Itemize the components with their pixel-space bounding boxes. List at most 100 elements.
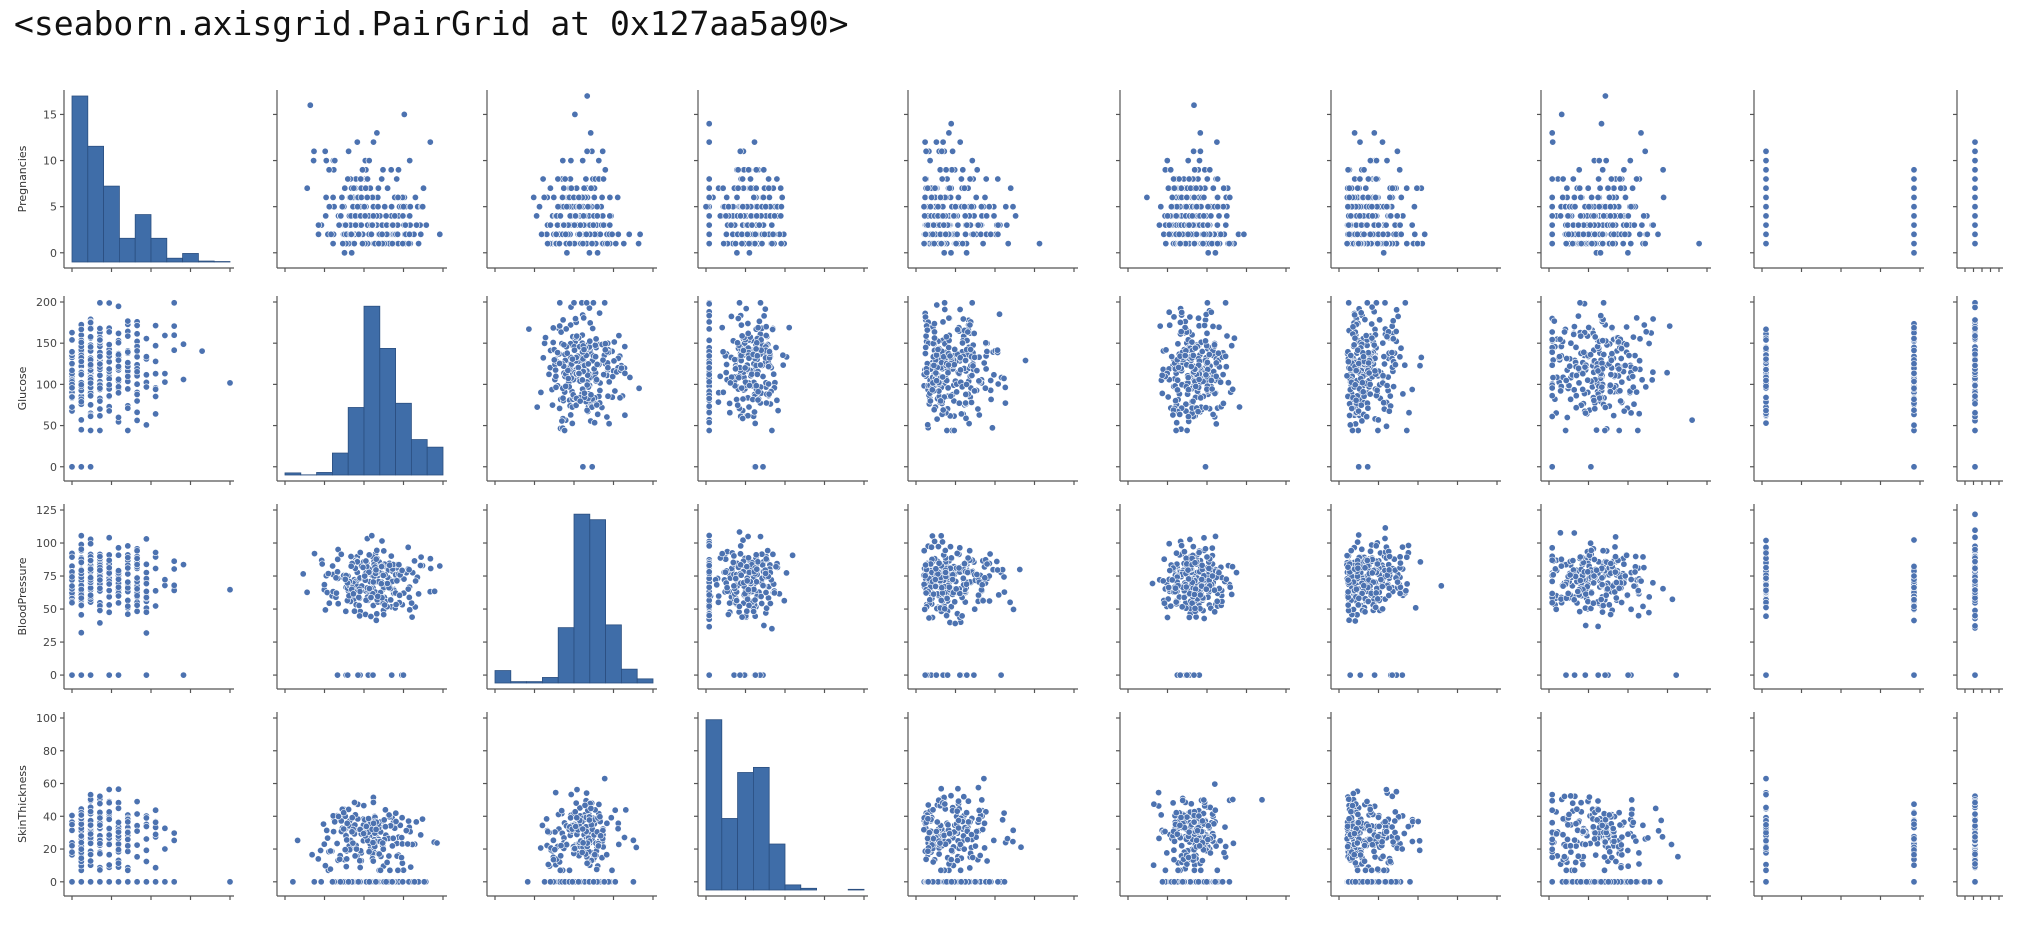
scatter-point — [981, 384, 989, 392]
scatter-point — [705, 212, 713, 220]
scatter-point — [142, 371, 150, 379]
scatter-point — [764, 363, 772, 371]
scatter-point — [1633, 388, 1641, 396]
scatter-point — [967, 345, 975, 353]
scatter-point — [1606, 381, 1614, 389]
scatter-point — [746, 175, 754, 183]
scatter-point — [1391, 361, 1399, 369]
row-label-glucose: Glucose — [16, 366, 29, 410]
scatter-point — [325, 203, 333, 211]
scatter-point — [1344, 166, 1352, 174]
scatter-point — [1971, 230, 1979, 238]
scatter-point — [990, 371, 998, 379]
scatter-point — [408, 599, 416, 607]
scatter-point — [1162, 346, 1170, 354]
histogram-bar — [589, 519, 606, 684]
scatter-point — [960, 184, 968, 192]
scatter-point — [1175, 230, 1183, 238]
scatter-point — [152, 392, 160, 400]
scatter-point — [755, 221, 763, 229]
scatter-point — [1219, 399, 1227, 407]
scatter-point — [983, 347, 991, 355]
scatter-point — [959, 240, 967, 248]
scatter-point — [1971, 350, 1979, 358]
scatter-point — [381, 601, 389, 609]
histogram-bar — [331, 452, 349, 476]
scatter-point — [1383, 333, 1391, 341]
scatter-point — [133, 347, 141, 355]
scatter-point — [77, 594, 85, 602]
scatter-point — [1598, 383, 1606, 391]
scatter-point — [1762, 382, 1770, 390]
scatter-point — [1207, 212, 1215, 220]
scatter-point — [77, 426, 85, 434]
scatter-point — [422, 221, 430, 229]
scatter-point — [1202, 337, 1210, 345]
scatter-point — [960, 203, 968, 211]
scatter-point — [393, 175, 401, 183]
scatter-point — [1762, 393, 1770, 401]
scatter-point — [1388, 349, 1396, 357]
scatter-point — [347, 552, 355, 560]
scatter-point — [961, 230, 969, 238]
scatter-point — [576, 221, 584, 229]
scatter-point — [593, 376, 601, 384]
scatter-point — [957, 366, 965, 374]
scatter-point — [705, 364, 713, 372]
scatter-point — [730, 671, 738, 679]
scatter-point — [379, 571, 387, 579]
scatter-point — [1344, 358, 1352, 366]
scatter-point — [614, 230, 622, 238]
scatter-point — [1638, 221, 1646, 229]
scatter-point — [705, 184, 713, 192]
scatter-point — [549, 338, 557, 346]
scatter-point — [325, 166, 333, 174]
scatter-point — [1351, 311, 1359, 319]
scatter-point — [1601, 403, 1609, 411]
scatter-point — [1356, 212, 1364, 220]
scatter-point — [744, 319, 752, 327]
scatter-point — [320, 581, 328, 589]
scatter-point — [1183, 426, 1191, 434]
scatter-point — [1762, 193, 1770, 201]
scatter-point — [1548, 384, 1556, 392]
scatter-point — [705, 402, 713, 410]
scatter-point — [1175, 363, 1183, 371]
scatter-point — [1383, 382, 1391, 390]
scatter-point — [416, 561, 424, 569]
scatter-point — [1383, 203, 1391, 211]
scatter-point — [96, 352, 104, 360]
scatter-point — [77, 325, 85, 333]
scatter-point — [1197, 394, 1205, 402]
cell-r2-c1 — [273, 504, 447, 693]
scatter-point — [933, 301, 941, 309]
scatter-point — [966, 175, 974, 183]
scatter-point — [1346, 421, 1354, 429]
scatter-point — [1169, 411, 1177, 419]
scatter-point — [936, 193, 944, 201]
scatter-point — [575, 369, 583, 377]
scatter-point — [1203, 175, 1211, 183]
scatter-point — [1189, 351, 1197, 359]
scatter-point — [1200, 212, 1208, 220]
scatter-point — [587, 129, 595, 137]
scatter-point — [367, 230, 375, 238]
scatter-point — [1595, 157, 1603, 165]
scatter-point — [1610, 184, 1618, 192]
scatter-point — [930, 221, 938, 229]
scatter-point — [1575, 364, 1583, 372]
histogram-bar — [71, 95, 89, 263]
scatter-point — [1910, 166, 1918, 174]
scatter-point — [96, 576, 104, 584]
scatter-point — [587, 391, 595, 399]
scatter-point — [591, 341, 599, 349]
scatter-point — [87, 319, 95, 327]
scatter-point — [580, 389, 588, 397]
scatter-point — [1762, 157, 1770, 165]
scatter-point — [975, 377, 983, 385]
scatter-point — [1224, 379, 1232, 387]
scatter-point — [124, 570, 132, 578]
scatter-point — [170, 331, 178, 339]
scatter-point — [1226, 193, 1234, 201]
scatter-point — [1380, 249, 1388, 257]
